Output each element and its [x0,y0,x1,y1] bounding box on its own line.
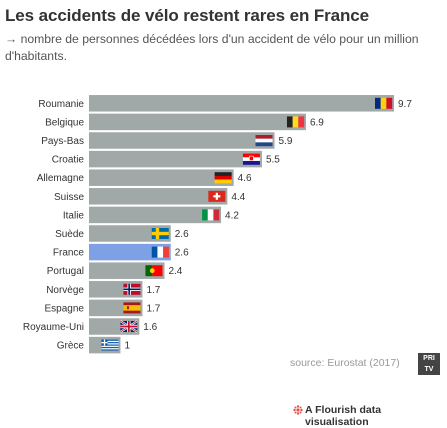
bar [89,132,275,149]
netherlands-flag [255,135,273,147]
norway-flag [123,283,141,295]
switzerland-flag [208,190,226,202]
germany-flag [214,172,232,184]
value-label: 2.4 [168,266,182,277]
source-note: source: Eurostat (2017) [290,357,400,369]
uk-flag [119,320,138,333]
value-label: 6.9 [310,117,324,128]
value-label: 1 [124,341,130,352]
category-label: Croatie [52,155,85,166]
value-label: 4.2 [225,210,239,221]
bar [89,243,171,261]
value-label: 1.7 [146,303,160,314]
flourish-icon [293,405,303,415]
category-label: Royaume-Uni [23,322,84,333]
flourish-credit-link[interactable]: A Flourish data visualisation [305,404,382,428]
bar [89,113,306,131]
bar [89,95,394,112]
chart-title: Les accidents de vélo restent rares en F… [5,6,370,25]
value-label: 5.5 [266,155,280,166]
spain-flag [123,302,141,314]
value-label: 2.6 [175,229,189,240]
italy-flag [202,209,220,221]
bar [89,169,234,186]
category-label: Italie [63,210,85,221]
category-label: Suède [55,229,84,240]
category-label: Belgique [45,117,84,128]
romania-flag [375,97,393,109]
pri-tv-logo: PRI TV [418,353,440,375]
bar [89,206,222,224]
value-label: 1.7 [146,285,160,296]
croatia-flag [242,153,260,165]
category-label: Portugal [47,266,84,277]
chart-subtitle: → nombre de personnes décédées lors d'un… [5,32,419,63]
bar [89,225,171,242]
category-label: Grèce [57,341,85,352]
value-label: 5.9 [279,136,293,147]
value-label: 2.6 [175,248,189,259]
greece-flag [101,339,119,351]
category-label: Suisse [54,192,84,203]
value-label: 4.4 [231,192,245,203]
value-label: 1.6 [143,322,157,333]
bar [89,150,262,168]
category-label: Roumanie [38,99,84,110]
france-flag [151,246,169,258]
sweden-flag [151,228,169,239]
value-label: 4.6 [238,173,252,184]
category-label: Pays-Bas [41,136,84,147]
category-label: Norvège [46,285,84,296]
category-label: France [53,248,85,259]
category-label: Allemagne [37,173,85,184]
bar [89,188,228,205]
portugal-flag [145,265,163,277]
belgium-flag [286,116,305,128]
category-label: Espagne [45,303,85,314]
value-label: 9.7 [398,99,412,110]
